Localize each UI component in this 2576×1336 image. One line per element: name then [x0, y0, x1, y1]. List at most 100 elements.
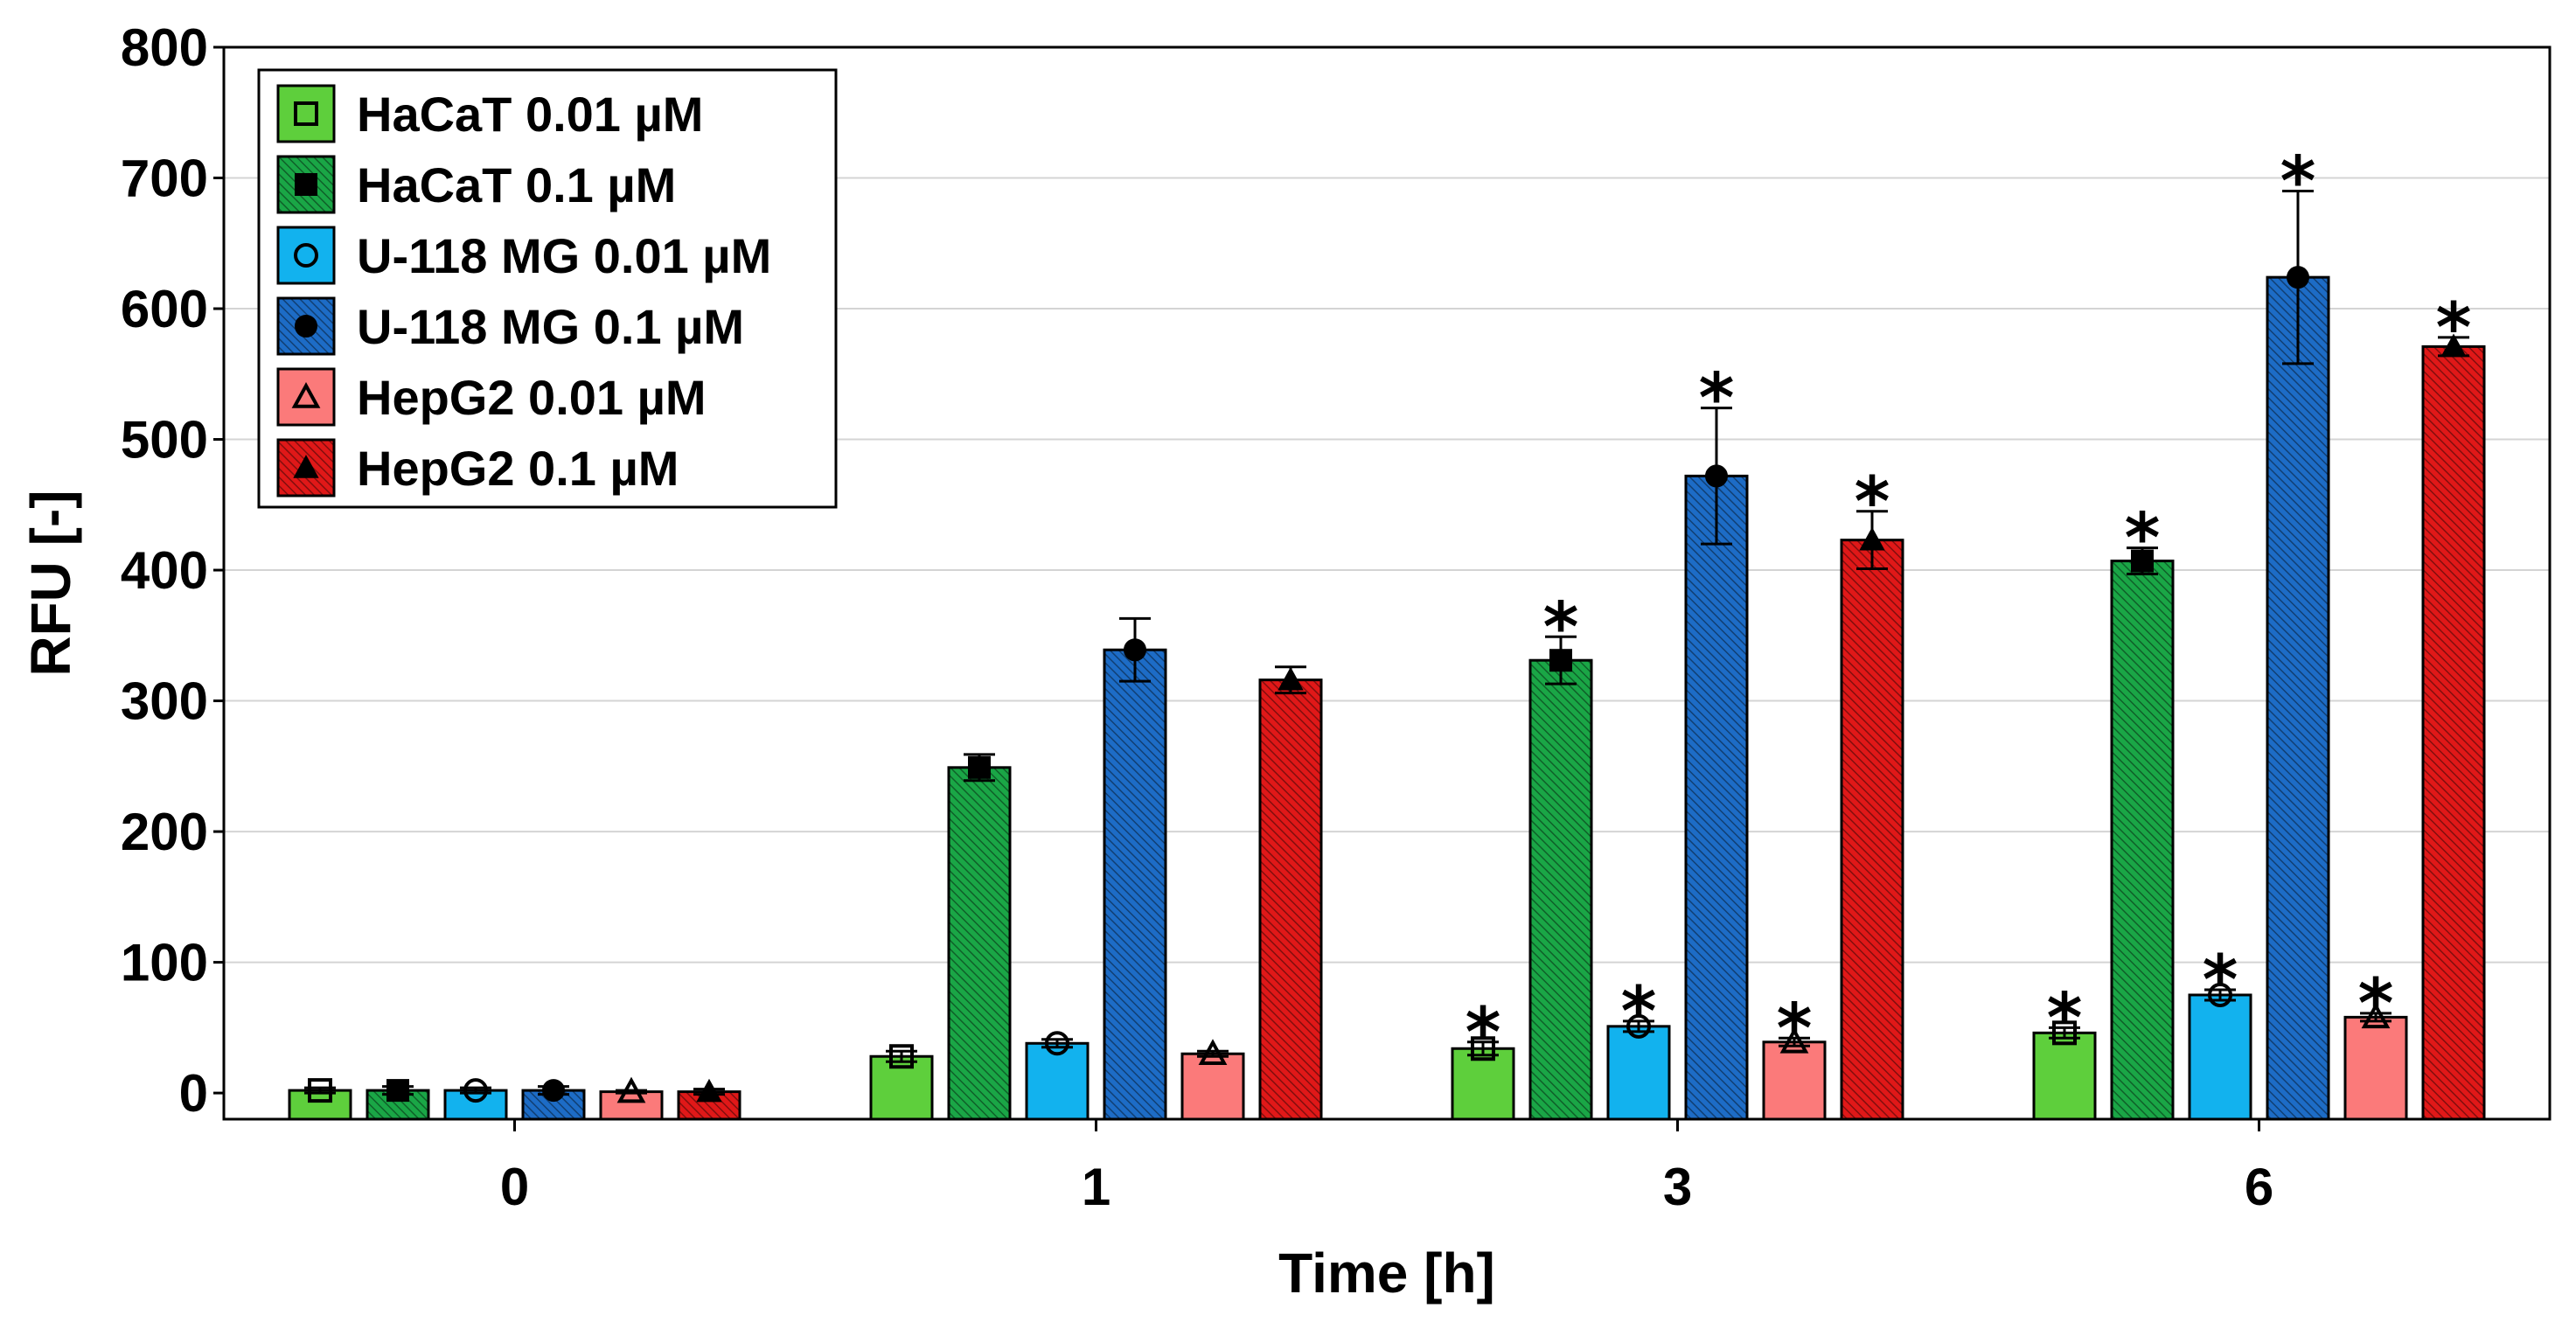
y-tick-label: 700: [121, 150, 208, 208]
bar-group: [599, 1076, 664, 1121]
legend-label: HepG2 0.1 µM: [357, 441, 679, 496]
plot-frame: [222, 45, 2552, 1121]
bar-group: *: [2110, 500, 2175, 1121]
bar-group: *: [1451, 994, 1515, 1121]
x-tick-label: 6: [2245, 1158, 2273, 1216]
bar-group: [521, 1079, 586, 1121]
legend-swatch-outline: [276, 367, 336, 427]
bar-group: *: [1684, 360, 1749, 1121]
y-tick-label: 600: [121, 280, 208, 338]
significance-star: *: [2203, 942, 2238, 1020]
bar-group: *: [2032, 979, 2097, 1121]
significance-star: *: [2125, 500, 2161, 579]
square-marker: [2052, 1020, 2077, 1046]
y-tick-label: 400: [121, 541, 208, 600]
legend-label: U-118 MG 0.01 µM: [357, 228, 771, 283]
circle-marker: [2208, 982, 2232, 1007]
square-marker: [295, 173, 317, 196]
circle-marker: [294, 243, 318, 268]
bar-group: [677, 1078, 741, 1121]
significance-star: *: [1777, 990, 1813, 1068]
legend-entry: U-118 MG 0.1 µM: [276, 296, 744, 356]
y-tick-label: 800: [121, 18, 208, 77]
legend: HaCaT 0.01 µM HaCaT 0.1 µM U-118 MG 0.01 µ…: [257, 68, 838, 509]
legend-entry: HepG2 0.1 µM: [276, 438, 679, 498]
bar-group: *: [2188, 942, 2252, 1121]
triangle-marker: [293, 455, 319, 478]
x-axis: 0 1 3 6: [500, 1119, 2273, 1216]
y-tick-label: 100: [121, 934, 208, 992]
circle-marker: [463, 1078, 488, 1103]
bar: [445, 1090, 506, 1119]
square-marker: [2131, 549, 2154, 573]
bar-group: [947, 753, 1012, 1121]
bar-hatch: [2267, 277, 2329, 1119]
bar-group: *: [1840, 463, 1904, 1121]
y-tick-label: 200: [121, 803, 208, 861]
y-tick-label: 0: [179, 1064, 208, 1123]
bar-group: [869, 1044, 934, 1121]
significance-star: *: [2436, 289, 2472, 368]
bar-group: *: [1606, 973, 1671, 1121]
significance-star: *: [1543, 588, 1579, 667]
bar: [1764, 1041, 1825, 1119]
bar-group: [1103, 616, 1167, 1121]
bar-hatch: [1530, 660, 1591, 1119]
legend-entry: HepG2 0.01 µM: [276, 367, 707, 427]
bar-hatch: [2112, 560, 2173, 1119]
bar-group: *: [2266, 143, 2330, 1121]
legend-label: HepG2 0.01 µM: [357, 370, 707, 425]
bar: [2034, 1033, 2095, 1119]
bar-hatch: [2423, 346, 2484, 1119]
y-axis: 0 100 200 300 400 500 600 700 800: [121, 18, 224, 1123]
significance-star: *: [1699, 360, 1735, 439]
legend-entry: HaCaT 0.01 µM: [276, 84, 703, 143]
triangle-marker: [291, 382, 321, 408]
bar-hatch: [1686, 476, 1747, 1119]
significance-star: *: [2280, 143, 2316, 221]
legend-entry: U-118 MG 0.01 µM: [276, 226, 771, 285]
legend-label: HaCaT 0.01 µM: [357, 87, 703, 142]
bar-group: *: [2421, 289, 2486, 1121]
legend-swatch-outline: [276, 296, 336, 356]
legend-box: [257, 68, 838, 509]
triangle-marker: [696, 1078, 722, 1103]
circle-marker: [1626, 1013, 1651, 1039]
x-tick-label: 1: [1082, 1158, 1110, 1216]
triangle-marker: [1779, 1026, 1809, 1054]
bar-group: *: [1762, 990, 1827, 1121]
legend-swatch-outline: [276, 155, 336, 214]
circle-marker: [2287, 266, 2309, 289]
bar: [2190, 994, 2251, 1119]
bar-hatch: [1260, 679, 1321, 1119]
legend-label: U-118 MG 0.1 µM: [357, 299, 744, 354]
bar: [601, 1091, 662, 1119]
square-marker: [308, 1078, 332, 1103]
significance-star: *: [1621, 973, 1657, 1052]
bar: [1608, 1026, 1669, 1119]
bar: [1027, 1043, 1088, 1119]
x-tick-label: 0: [500, 1158, 529, 1216]
triangle-marker: [2361, 1002, 2391, 1029]
bar-hatch: [949, 767, 1010, 1119]
significance-star: *: [2358, 965, 2394, 1044]
triangle-marker: [1859, 526, 1885, 551]
legend-swatch: [278, 369, 334, 425]
circle-marker: [295, 315, 317, 337]
x-axis-title: Time [h]: [1278, 1242, 1495, 1305]
circle-marker: [1705, 464, 1728, 488]
legend-label: HaCaT 0.1 µM: [357, 157, 676, 212]
square-marker: [889, 1044, 914, 1069]
bar-group: *: [1528, 588, 1593, 1121]
bar-group: [1180, 1039, 1245, 1121]
square-marker: [1471, 1036, 1495, 1061]
triangle-marker: [2440, 333, 2467, 358]
bar: [289, 1090, 351, 1119]
bar-group: [366, 1079, 430, 1121]
y-axis-title: RFU [-]: [19, 490, 82, 676]
significance-star: *: [1466, 994, 1501, 1073]
square-marker: [1549, 649, 1572, 672]
significance-star: *: [1855, 463, 1890, 542]
legend-swatch: [278, 86, 334, 142]
